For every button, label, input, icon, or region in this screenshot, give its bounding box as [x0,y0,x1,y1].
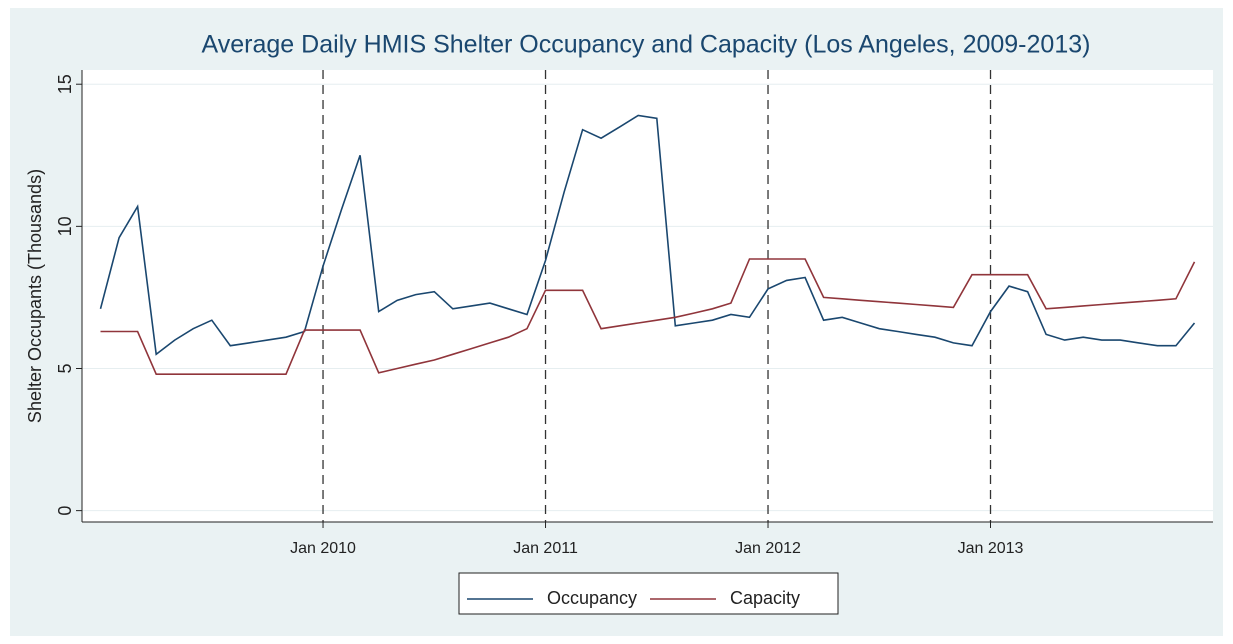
x-tick-label: Jan 2010 [290,540,356,557]
legend-label: Capacity [730,588,800,608]
y-tick-label: 10 [55,216,75,236]
x-tick-label: Jan 2012 [735,540,801,557]
plot-area [82,70,1213,522]
x-tick-label: Jan 2013 [958,540,1024,557]
y-tick-label: 5 [55,363,75,373]
y-tick-label: 15 [55,74,75,94]
y-axis-label: Shelter Occupants (Thousands) [25,169,45,423]
series-line [100,258,1196,375]
legend-box [458,572,839,615]
x-tick-label: Jan 2011 [513,540,578,557]
y-tick-label: 0 [55,506,75,516]
chart-title: Average Daily HMIS Shelter Occupancy and… [202,31,1091,59]
series-line [99,114,1196,356]
legend-label: Occupancy [547,588,637,608]
